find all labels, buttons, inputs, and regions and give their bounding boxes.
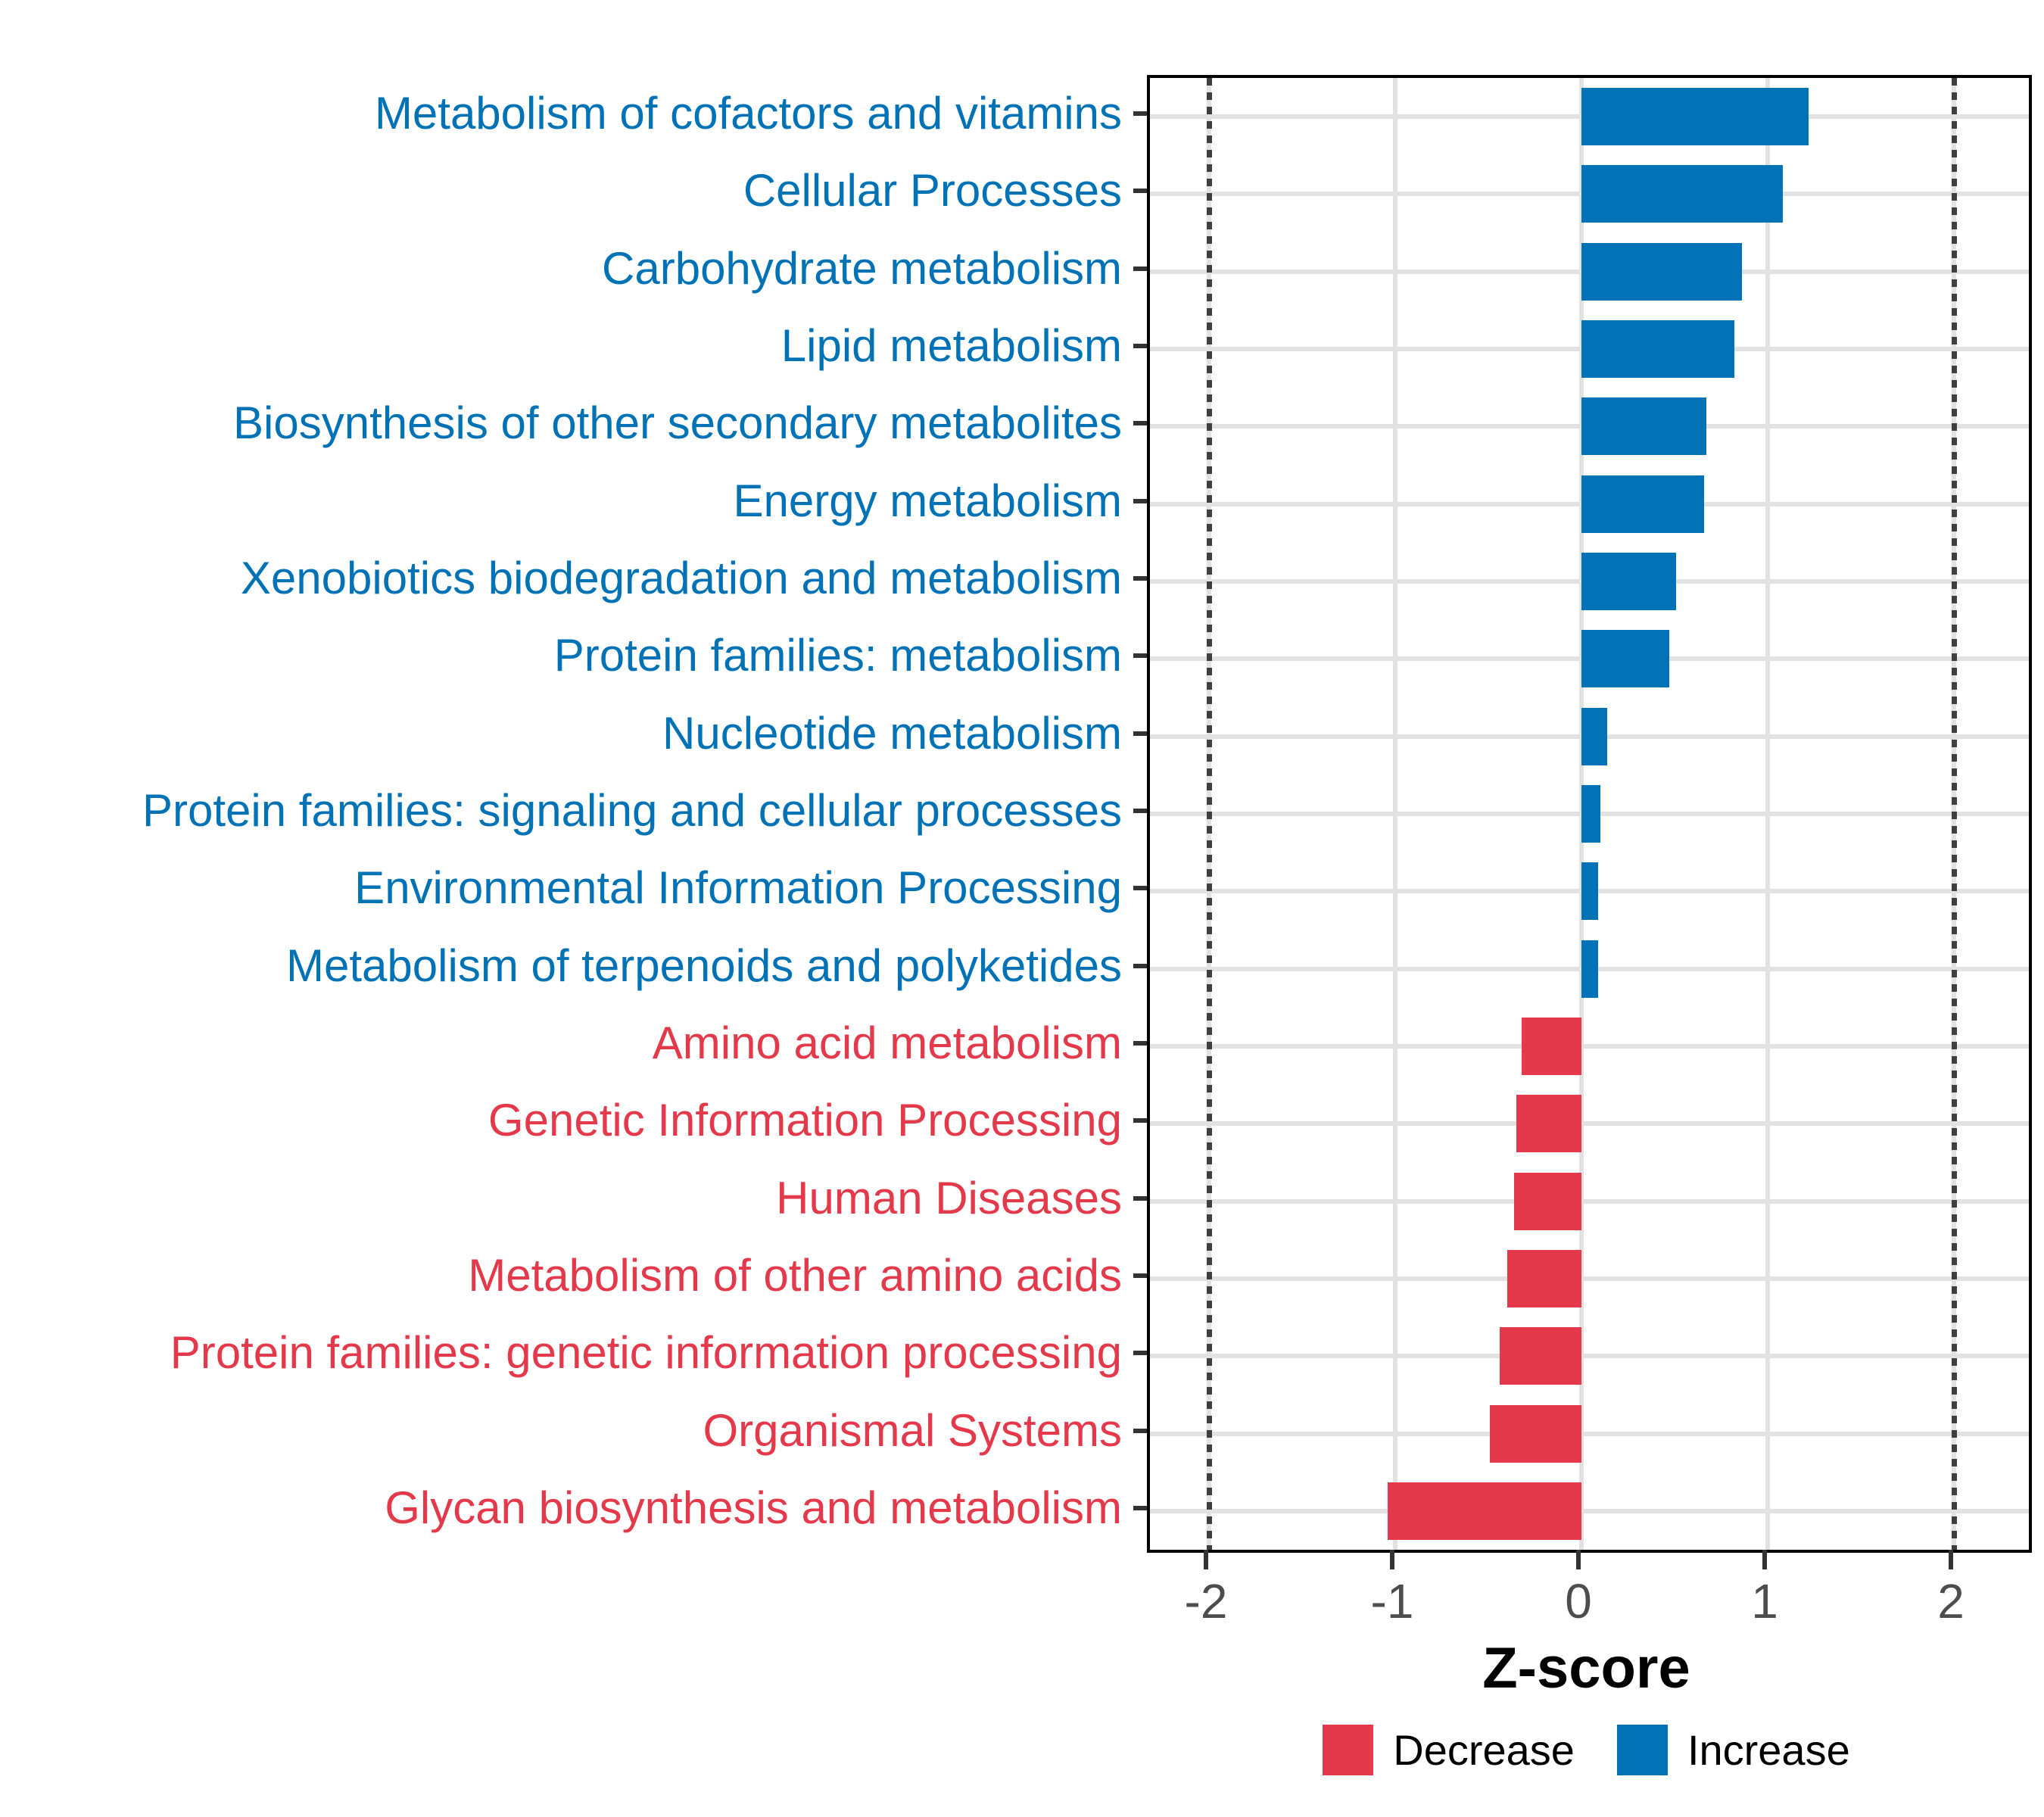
y-axis-tick [1133, 111, 1147, 117]
y-axis-tick [1133, 963, 1147, 968]
category-label-organismal-systems: Organismal Systems [703, 1404, 1122, 1456]
y-axis-tick [1133, 266, 1147, 271]
category-label-carbohydrate-metabolism: Carbohydrate metabolism [602, 242, 1122, 294]
gridline-horizontal [1150, 1431, 2029, 1436]
y-axis-tick [1133, 498, 1147, 503]
x-axis-tick-label: 2 [1937, 1574, 1965, 1628]
category-label-metabolism-of-other-amino-acids: Metabolism of other amino acids [468, 1249, 1122, 1301]
y-axis-tick [1133, 731, 1147, 736]
y-axis-tick [1133, 1428, 1147, 1433]
gridline-horizontal [1150, 1508, 2029, 1513]
x-axis-tick [1762, 1550, 1767, 1569]
chart-legend: Decrease Increase [1147, 1725, 2026, 1775]
gridline-vertical [1765, 78, 1770, 1550]
gridline-horizontal [1150, 1198, 2029, 1204]
gridline-vertical [1393, 78, 1397, 1550]
bar-lipid-metabolism [1581, 320, 1734, 379]
category-label-protein-families-genetic-information-processing: Protein families: genetic information pr… [170, 1327, 1122, 1379]
x-axis-title: Z-score [1482, 1636, 1690, 1700]
bar-biosynthesis-of-other-secondary-metabolites [1581, 397, 1706, 456]
bar-glycan-biosynthesis-and-metabolism [1388, 1482, 1581, 1540]
dotted-reference-line [1951, 78, 1957, 1550]
bar-energy-metabolism [1581, 475, 1705, 533]
x-axis-tick-label: 0 [1565, 1574, 1592, 1628]
legend-item-increase: Increase [1616, 1725, 1850, 1775]
category-label-metabolism-of-cofactors-and-vitamins: Metabolism of cofactors and vitamins [374, 88, 1122, 139]
category-label-glycan-biosynthesis-and-metabolism: Glycan biosynthesis and metabolism [385, 1482, 1122, 1533]
gridline-horizontal [1150, 1354, 2029, 1359]
y-axis-tick [1133, 1118, 1147, 1124]
category-label-environmental-information-processing: Environmental Information Processing [354, 862, 1122, 914]
y-axis-tick [1133, 576, 1147, 581]
category-label-human-diseases: Human Diseases [776, 1172, 1122, 1223]
bar-metabolism-of-other-amino-acids [1507, 1249, 1581, 1307]
y-axis-tick [1133, 1351, 1147, 1356]
legend-label-decrease: Decrease [1393, 1726, 1575, 1774]
bar-metabolism-of-terpenoids-and-polyketides [1581, 940, 1599, 998]
bar-nucleotide-metabolism [1581, 707, 1608, 765]
legend-swatch-increase [1616, 1725, 1668, 1775]
legend-label-increase: Increase [1687, 1726, 1850, 1774]
category-label-energy-metabolism: Energy metabolism [733, 475, 1122, 526]
category-label-xenobiotics-biodegradation-and-metabolism: Xenobiotics biodegradation and metabolis… [240, 553, 1122, 604]
y-axis-tick [1133, 1040, 1147, 1046]
bar-genetic-information-processing [1516, 1095, 1581, 1153]
bar-amino-acid-metabolism [1522, 1017, 1581, 1075]
category-label-protein-families-signaling-and-cellular-processes: Protein families: signaling and cellular… [142, 785, 1122, 836]
dotted-reference-line [1206, 78, 1212, 1550]
gridline-horizontal [1150, 1121, 2029, 1127]
category-label-amino-acid-metabolism: Amino acid metabolism [652, 1017, 1122, 1068]
x-axis-tick [1949, 1550, 1953, 1569]
bar-protein-families-genetic-information-processing [1499, 1327, 1581, 1385]
x-axis-tick-label: -2 [1184, 1574, 1228, 1628]
bar-protein-families-signaling-and-cellular-processes [1581, 785, 1600, 843]
bar-xenobiotics-biodegradation-and-metabolism [1581, 553, 1677, 611]
y-axis-tick [1133, 1505, 1147, 1510]
category-label-genetic-information-processing: Genetic Information Processing [488, 1095, 1122, 1146]
category-label-metabolism-of-terpenoids-and-polyketides: Metabolism of terpenoids and polyketides [286, 940, 1122, 991]
bar-protein-families-metabolism [1581, 630, 1669, 688]
x-axis-tick-label: 1 [1751, 1574, 1778, 1628]
legend-swatch-decrease [1323, 1725, 1374, 1775]
bar-cellular-processes [1581, 165, 1783, 223]
category-label-cellular-processes: Cellular Processes [743, 165, 1122, 217]
category-label-biosynthesis-of-other-secondary-metabolites: Biosynthesis of other secondary metaboli… [233, 397, 1122, 449]
y-axis-tick [1133, 886, 1147, 891]
y-axis-tick [1133, 344, 1147, 349]
y-axis-tick [1133, 1195, 1147, 1201]
y-axis-tick [1133, 653, 1147, 659]
bar-organismal-systems [1490, 1404, 1581, 1463]
y-axis-tick [1133, 189, 1147, 194]
x-axis-tick [1204, 1550, 1208, 1569]
category-label-lipid-metabolism: Lipid metabolism [781, 320, 1122, 372]
category-axis-labels: Metabolism of cofactors and vitamins Cell… [142, 88, 1147, 1533]
bar-environmental-information-processing [1581, 862, 1599, 921]
category-label-nucleotide-metabolism: Nucleotide metabolism [662, 707, 1122, 759]
x-axis-tick-label: -1 [1370, 1574, 1414, 1628]
x-axis-tick [1390, 1550, 1394, 1569]
category-label-protein-families-metabolism: Protein families: metabolism [553, 630, 1122, 681]
y-axis-tick [1133, 809, 1147, 813]
bar-human-diseases [1514, 1172, 1581, 1230]
y-axis-tick [1133, 421, 1147, 426]
x-axis-tick [1576, 1550, 1581, 1569]
plot-panel [1147, 75, 2032, 1553]
legend-item-decrease: Decrease [1323, 1725, 1575, 1775]
bar-carbohydrate-metabolism [1581, 242, 1742, 301]
gridline-horizontal [1150, 1043, 2029, 1049]
gridline-horizontal [1150, 1276, 2029, 1281]
bar-metabolism-of-cofactors-and-vitamins [1581, 88, 1809, 146]
y-axis-tick [1133, 1273, 1147, 1278]
